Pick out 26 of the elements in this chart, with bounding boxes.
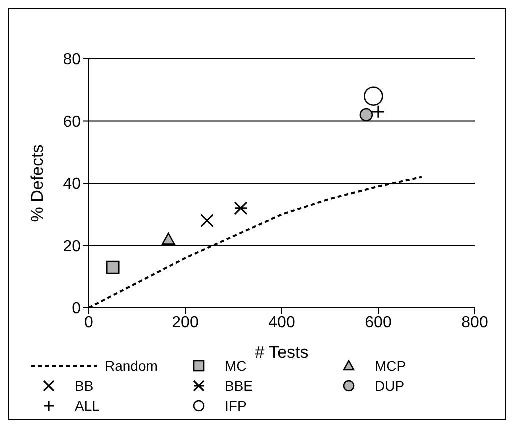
x-tick-label: 800 — [462, 314, 488, 332]
legend-label: Random — [105, 358, 158, 374]
point — [360, 108, 374, 122]
legend-label: BBE — [225, 378, 254, 394]
point — [162, 232, 176, 245]
legend-label: DUP — [375, 378, 405, 394]
legend-label: IFP — [225, 398, 247, 414]
legend-label: BB — [75, 378, 94, 394]
point — [200, 214, 214, 228]
y-axis-title: % Defects — [28, 144, 48, 222]
y-tick-label: 60 — [63, 114, 82, 131]
x-axis-title: # Tests — [255, 343, 309, 362]
legend-label: MC — [225, 358, 247, 374]
x-tick-label: 400 — [268, 314, 296, 332]
legend-label: MCP — [375, 358, 406, 374]
point — [364, 86, 384, 106]
point — [234, 202, 248, 216]
x-tick-label: 200 — [172, 314, 199, 332]
x-tick-label: 600 — [365, 314, 392, 332]
point — [106, 260, 120, 274]
y-tick-label: 40 — [63, 176, 82, 194]
y-tick-label: 80 — [63, 52, 82, 69]
y-tick-label: 20 — [63, 238, 82, 256]
x-tick-label: 0 — [84, 314, 94, 332]
legend-label: ALL — [75, 398, 100, 414]
y-tick-label: 0 — [72, 300, 82, 318]
